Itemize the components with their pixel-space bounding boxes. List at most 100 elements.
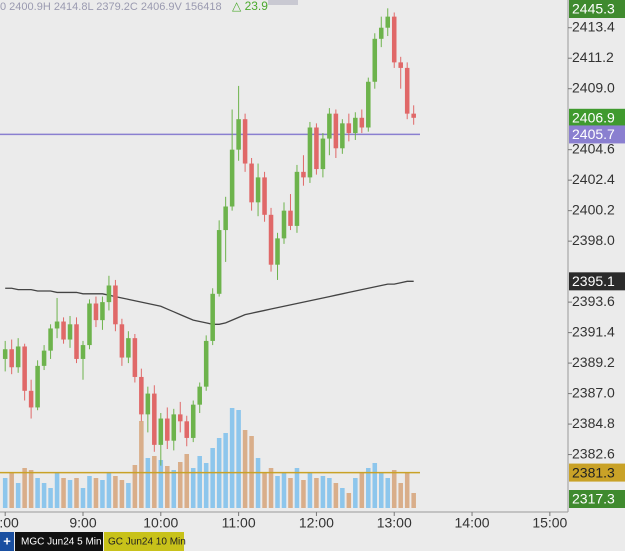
volume-bar — [54, 473, 60, 508]
candle-body — [106, 285, 112, 303]
volume-bar — [106, 473, 112, 508]
candle-body — [41, 350, 47, 366]
x-tick-label: 12:00 — [299, 515, 334, 531]
price-marker — [569, 125, 625, 144]
candle-body — [61, 321, 66, 340]
candle-body — [87, 303, 92, 346]
y-tick-label: 2411.2 — [572, 49, 614, 65]
candle-body — [340, 123, 345, 149]
volume-bar — [67, 480, 73, 508]
volume-bar — [333, 483, 339, 508]
volume-bar — [177, 462, 183, 508]
x-tick-label: 11:00 — [222, 515, 256, 531]
candle-body — [15, 346, 21, 368]
y-tick-label: 2400.2 — [572, 201, 615, 217]
volume-bar — [262, 473, 267, 508]
candle-body — [152, 393, 157, 445]
volume-bar — [327, 478, 332, 508]
volume-bar — [132, 465, 138, 508]
volume-bar — [242, 430, 248, 508]
candle-body — [48, 328, 53, 351]
volume-bar — [385, 478, 391, 508]
candle-body — [54, 321, 60, 329]
candle-body — [288, 210, 293, 226]
volume-bar — [203, 463, 209, 508]
volume-bar — [275, 476, 280, 508]
candle-body — [236, 119, 241, 150]
tab-label[interactable]: GC Jun24 10 Min — [108, 537, 186, 548]
volume-bar — [35, 478, 40, 508]
price-marker — [569, 490, 625, 508]
x-tick-label: 13:00 — [377, 515, 412, 531]
candle-body — [165, 418, 170, 441]
candle-body — [22, 346, 27, 391]
candle-body — [132, 338, 138, 377]
volume-bar — [184, 454, 190, 508]
volume-bar — [9, 473, 14, 508]
volume-bar — [113, 476, 118, 508]
volume-bar — [281, 473, 287, 508]
y-tick-label: 2387.0 — [572, 384, 615, 400]
candle-body — [398, 62, 403, 68]
candle-body — [113, 285, 118, 325]
volume-bar — [378, 473, 384, 508]
volume-bar — [48, 488, 53, 508]
candle-body — [391, 16, 397, 63]
price-marker-label: 2445.3 — [572, 1, 615, 17]
candle-body — [229, 149, 235, 207]
candle-body — [74, 324, 79, 359]
add-tab[interactable] — [0, 532, 14, 551]
candle-body — [35, 365, 40, 408]
tab[interactable] — [104, 532, 184, 551]
candle-body — [404, 67, 410, 114]
candle-body — [203, 340, 209, 387]
candle-body — [366, 81, 371, 128]
volume-bar — [353, 478, 358, 508]
add-tab-label[interactable]: + — [3, 533, 11, 548]
candle-body — [255, 177, 261, 203]
volume-bar — [346, 493, 352, 508]
candle-body — [327, 113, 332, 139]
volume-bar — [2, 478, 8, 508]
price-marker — [569, 272, 625, 291]
volume-bar — [41, 483, 47, 508]
candle-body — [93, 303, 99, 321]
candle-body — [190, 404, 196, 438]
candle-body — [385, 16, 391, 28]
candle-body — [281, 210, 287, 239]
y-tick-label: 2413.4 — [572, 18, 615, 34]
candle-body — [2, 349, 8, 359]
volume-bar — [411, 493, 416, 508]
price-marker-label: 2406.9 — [572, 110, 615, 126]
header-button[interactable] — [268, 0, 298, 5]
candle-body — [177, 414, 183, 422]
y-tick-label: 2409.0 — [572, 79, 615, 95]
volume-bar — [15, 483, 21, 508]
volume-bar — [268, 468, 274, 508]
y-tick-label: 2404.6 — [572, 140, 615, 156]
volume-bar — [229, 408, 235, 508]
x-tick-label: 10:00 — [143, 515, 178, 531]
y-tick-label: 2384.8 — [572, 415, 615, 431]
volume-bar — [307, 473, 313, 508]
candle-body — [216, 230, 222, 294]
volume-bar — [294, 468, 300, 508]
y-tick-label: 2382.6 — [572, 445, 615, 461]
x-tick-label: 14:00 — [455, 515, 490, 531]
y-tick-label: 2398.0 — [572, 232, 615, 248]
candle-body — [197, 386, 202, 405]
volume-bar — [100, 480, 105, 508]
volume-bar — [80, 488, 86, 508]
candle-body — [80, 345, 86, 359]
volume-bar — [197, 456, 202, 508]
volume-bar — [391, 470, 397, 508]
candle-body — [210, 293, 215, 341]
volume-bar — [28, 470, 34, 508]
volume-bar — [158, 460, 164, 508]
candle-body — [359, 117, 365, 128]
price-marker — [569, 463, 625, 482]
tab[interactable] — [15, 532, 103, 551]
candle-body — [320, 138, 326, 170]
tab-label[interactable]: MGC Jun24 5 Min — [21, 537, 102, 548]
